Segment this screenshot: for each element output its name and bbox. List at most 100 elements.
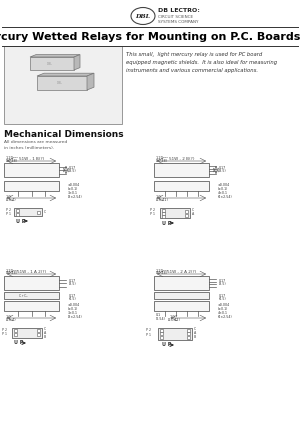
Text: P 1: P 1 xyxy=(2,332,7,336)
Text: 0.17: 0.17 xyxy=(219,166,226,170)
Text: A: A xyxy=(194,331,196,335)
Text: P 2: P 2 xyxy=(2,328,7,332)
Bar xyxy=(14,329,17,332)
Text: A: A xyxy=(44,331,46,335)
Text: equipped magnetic shields.  It is also ideal for measuring: equipped magnetic shields. It is also id… xyxy=(126,60,277,65)
Text: (2.54): (2.54) xyxy=(156,317,166,321)
Text: P 1: P 1 xyxy=(150,212,155,216)
Text: (3×2.54): (3×2.54) xyxy=(68,195,83,199)
Text: instruments and various commercial applications.: instruments and various commercial appli… xyxy=(126,68,258,73)
Text: 3×0.1: 3×0.1 xyxy=(68,311,78,315)
Text: All dimensions are measured: All dimensions are measured xyxy=(4,140,67,144)
Text: (30.48): (30.48) xyxy=(156,159,168,162)
Polygon shape xyxy=(87,73,94,90)
Bar xyxy=(158,328,192,340)
Text: DBL: DBL xyxy=(136,14,151,19)
Bar xyxy=(187,332,190,335)
Text: Mechanical Dimensions: Mechanical Dimensions xyxy=(4,130,124,139)
Text: 1.0: 1.0 xyxy=(170,315,176,319)
Text: 1.0: 1.0 xyxy=(156,195,162,199)
Text: (30.48): (30.48) xyxy=(6,159,18,162)
Text: 0.17: 0.17 xyxy=(69,294,76,298)
Bar xyxy=(4,181,59,191)
Text: P 1: P 1 xyxy=(6,212,11,215)
Bar xyxy=(154,163,209,177)
Text: (±0.1): (±0.1) xyxy=(218,307,228,311)
Polygon shape xyxy=(30,54,80,57)
Bar xyxy=(37,210,40,213)
Text: (25.4): (25.4) xyxy=(6,318,16,322)
Text: B: B xyxy=(44,335,46,339)
Text: DBL: DBL xyxy=(47,62,53,65)
Text: P 2: P 2 xyxy=(6,208,11,212)
Bar xyxy=(160,208,190,218)
Text: (4×2.54): (4×2.54) xyxy=(218,315,233,319)
Text: ±0.004: ±0.004 xyxy=(68,183,80,187)
Text: (4.5): (4.5) xyxy=(219,297,227,301)
Text: 51W - 1 A 2(?): 51W - 1 A 2(?) xyxy=(17,270,46,274)
Text: (30.48): (30.48) xyxy=(6,272,18,275)
Bar xyxy=(37,76,87,90)
Text: C: C xyxy=(192,208,194,212)
Text: 1.20ᵐᵃˣ: 1.20ᵐᵃˣ xyxy=(6,269,19,273)
Text: This small,  light mercury relay is used for PC board: This small, light mercury relay is used … xyxy=(126,52,262,57)
Text: B: B xyxy=(194,335,196,339)
Text: (3.5): (3.5) xyxy=(219,169,227,173)
Bar xyxy=(154,301,209,311)
Bar xyxy=(16,209,19,212)
Bar xyxy=(12,328,42,338)
Text: ±0.004: ±0.004 xyxy=(68,303,80,307)
Text: C: C xyxy=(44,327,46,331)
Text: C: C xyxy=(44,210,46,214)
Text: in inches (millimeters).: in inches (millimeters). xyxy=(4,146,54,150)
Bar xyxy=(160,332,163,335)
Bar xyxy=(37,329,40,332)
Text: (±0.1): (±0.1) xyxy=(218,187,228,191)
Bar xyxy=(162,215,165,218)
Text: 0.17: 0.17 xyxy=(219,279,226,283)
Text: P 2: P 2 xyxy=(146,328,151,332)
Text: (3.5): (3.5) xyxy=(69,282,77,286)
Bar xyxy=(185,210,188,212)
Polygon shape xyxy=(37,73,94,76)
Text: 51W - 2 A 2(?): 51W - 2 A 2(?) xyxy=(167,270,197,274)
Text: 51W - 2 B(?): 51W - 2 B(?) xyxy=(169,157,195,161)
Bar xyxy=(154,276,209,290)
Bar xyxy=(14,333,17,336)
Text: U P: U P xyxy=(162,221,171,226)
Text: A: A xyxy=(192,212,194,216)
Text: 0.1: 0.1 xyxy=(156,313,161,317)
Text: DBL: DBL xyxy=(57,81,63,85)
Bar xyxy=(4,276,59,290)
Text: 1.0: 1.0 xyxy=(6,195,12,199)
Bar xyxy=(14,208,42,216)
Bar xyxy=(187,336,190,339)
Text: (3×2.54): (3×2.54) xyxy=(68,315,83,319)
Bar xyxy=(4,292,59,299)
Text: U P: U P xyxy=(14,340,23,346)
Bar xyxy=(4,301,59,311)
Text: 0.17: 0.17 xyxy=(69,279,76,283)
Text: 1.20ᵐᵃˣ: 1.20ᵐᵃˣ xyxy=(156,269,169,273)
Text: C₁↑C₂: C₁↑C₂ xyxy=(19,294,28,298)
Text: 0.17: 0.17 xyxy=(219,294,226,298)
Bar xyxy=(162,209,165,212)
Bar xyxy=(160,336,163,339)
Bar xyxy=(162,212,165,215)
Text: (30.48): (30.48) xyxy=(156,272,168,275)
Text: 1.20ᵐᵃˣ: 1.20ᵐᵃˣ xyxy=(156,156,169,160)
Text: U P: U P xyxy=(162,343,171,348)
Text: P 2: P 2 xyxy=(150,208,155,212)
Bar xyxy=(16,212,19,215)
Text: (3.5): (3.5) xyxy=(219,282,227,286)
Bar xyxy=(4,46,122,124)
Text: (4×2.54): (4×2.54) xyxy=(218,195,233,199)
Text: C: C xyxy=(194,327,196,331)
Text: P 1: P 1 xyxy=(146,333,151,337)
Polygon shape xyxy=(74,54,80,70)
Text: 1.20ᵐᵃˣ: 1.20ᵐᵃˣ xyxy=(6,156,19,160)
Bar xyxy=(154,181,209,191)
Text: 4×0.1: 4×0.1 xyxy=(218,311,228,315)
Bar xyxy=(160,329,163,332)
Bar xyxy=(37,333,40,336)
